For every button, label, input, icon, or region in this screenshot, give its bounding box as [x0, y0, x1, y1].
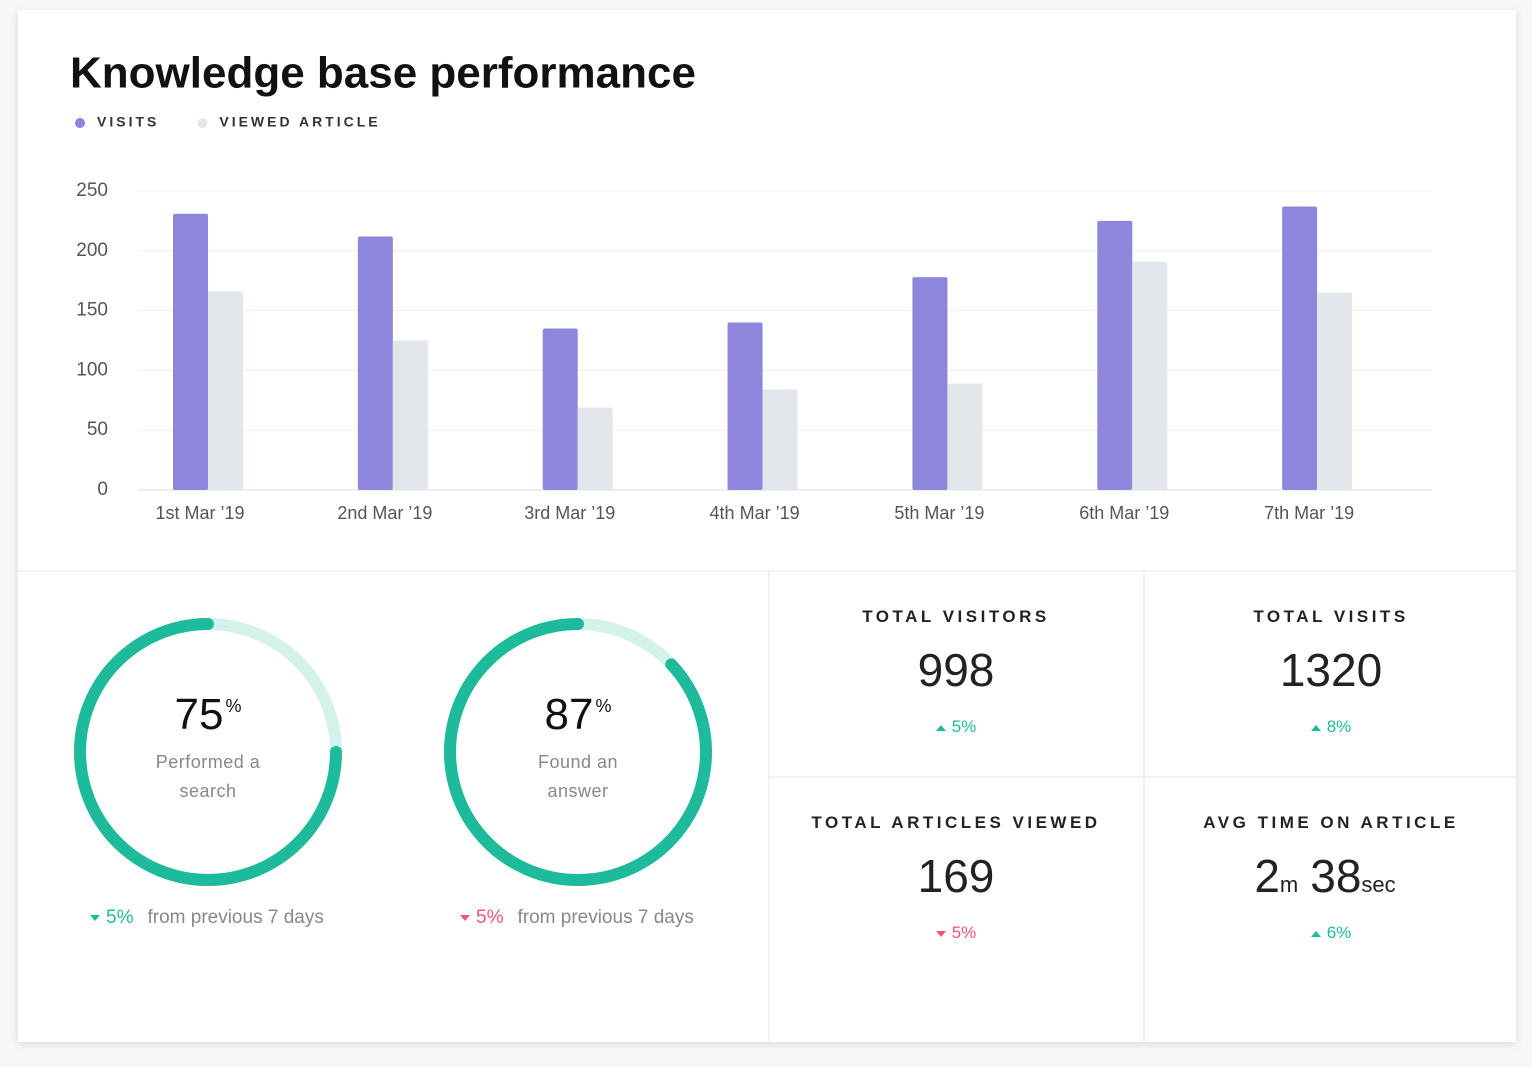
bar [947, 383, 983, 490]
stat-label: TOTAL VISITS [1253, 607, 1409, 626]
change-note: from previous 7 days [147, 907, 324, 928]
change-value: 5% [476, 907, 504, 928]
y-tick-label: 250 [76, 180, 108, 201]
gauge-number: 87 [544, 690, 594, 739]
stat-change: 5% [769, 717, 1143, 737]
stat-value-part: 169 [917, 850, 995, 902]
gauge-unit: % [595, 696, 612, 716]
bar [1097, 220, 1133, 490]
gauge-number: 75 [174, 690, 224, 739]
bar [727, 322, 763, 490]
stat-cell: AVG TIME ON ARTICLE 2m 38sec 6% [1144, 777, 1518, 982]
y-tick-label: 200 [76, 240, 108, 261]
stat-value: 2m 38sec [1144, 849, 1518, 903]
stat-value-part: 38 [1310, 850, 1362, 902]
stat-value: 169 [769, 849, 1143, 903]
stat-value-part: sec [1361, 872, 1396, 897]
legend-dot [197, 118, 208, 128]
gauge-label: Performed a search [155, 752, 261, 801]
gauge-change: 5% from previous 7 days [460, 907, 694, 929]
y-tick-label: 150 [76, 300, 108, 321]
legend-dot [75, 118, 85, 128]
bar [912, 277, 948, 490]
x-tick-label: 6th Mar ’19 [1079, 503, 1169, 523]
chart: Knowledge base performance 0 50 100 150 200 2… [18, 49, 1516, 1042]
change-value: 5% [106, 907, 134, 928]
bar [577, 407, 613, 490]
bar [357, 236, 393, 490]
trend-arrow [1310, 930, 1321, 937]
stat-cell: TOTAL VISITS 1320 8% [1144, 571, 1518, 776]
chart-title: Knowledge base performance [70, 49, 696, 98]
bar [392, 340, 428, 490]
bar [1132, 261, 1168, 490]
y-tick-label: 0 [97, 479, 108, 500]
legend-label: VIEWED ARTICLE [219, 114, 380, 130]
stat-change: 6% [1144, 923, 1518, 943]
bar [173, 213, 208, 490]
stat-cell: TOTAL ARTICLES VIEWED 169 5% [769, 777, 1143, 982]
gauge-arc [444, 618, 712, 886]
x-tick-label: 2nd Mar ’19 [337, 503, 432, 523]
bar [762, 389, 798, 490]
gauge-value: 75% [108, 690, 308, 740]
dashboard-card: Knowledge base performance 0 50 100 150 200 2… [18, 10, 1516, 1042]
stat-value-part: 1320 [1279, 644, 1383, 696]
gauge-unit: % [225, 696, 242, 716]
x-tick-label: 4th Mar ’19 [710, 503, 800, 523]
stat-value-part: 998 [917, 644, 995, 696]
trend-arrow [460, 914, 470, 921]
y-tick-label: 50 [87, 419, 108, 440]
trend-arrow [935, 930, 946, 937]
change-value: 5% [951, 923, 977, 942]
stat-label: AVG TIME ON ARTICLE [1203, 813, 1459, 832]
x-tick-label: 5th Mar ’19 [894, 503, 984, 523]
change-value: 6% [1326, 923, 1352, 942]
trend-arrow [90, 914, 100, 921]
trend-arrow [935, 724, 946, 731]
x-tick-label: 1st Mar ’19 [155, 503, 244, 523]
stat-label: TOTAL VISITORS [862, 607, 1050, 626]
stat-label: TOTAL ARTICLES VIEWED [811, 813, 1101, 832]
stat-value: 1320 [1144, 643, 1518, 697]
trend-arrow [1310, 724, 1321, 731]
change-note: from previous 7 days [517, 907, 694, 928]
bar [1317, 292, 1353, 490]
x-tick-label: 3rd Mar ’19 [524, 503, 615, 523]
bar [1282, 206, 1318, 490]
gauge-arc [74, 618, 342, 886]
stat-value-part: m [1279, 872, 1299, 897]
stat-value-part: 2 [1254, 850, 1280, 902]
y-tick-label: 100 [76, 359, 108, 380]
gauge-value: 87% [478, 690, 678, 740]
x-tick-label: 7th Mar ’19 [1264, 503, 1354, 523]
gauge-label: Found an answer [537, 752, 619, 801]
stat-value: 998 [769, 643, 1143, 697]
bar [542, 328, 578, 490]
stat-change: 8% [1144, 717, 1518, 737]
gauge-change: 5% from previous 7 days [90, 907, 324, 929]
stat-cell: TOTAL VISITORS 998 5% [769, 571, 1143, 776]
stat-change: 5% [769, 923, 1143, 943]
legend-label: VISITS [97, 114, 159, 130]
bar [208, 291, 243, 490]
change-value: 5% [951, 717, 977, 736]
change-value: 8% [1326, 717, 1352, 736]
